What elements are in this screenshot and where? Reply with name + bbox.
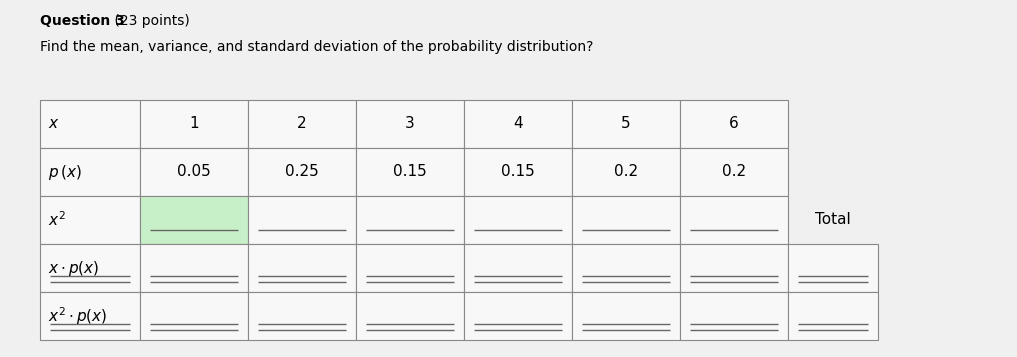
Bar — [40, 100, 140, 148]
Text: Total: Total — [815, 212, 851, 227]
Bar — [140, 196, 248, 244]
Text: 2: 2 — [297, 116, 307, 131]
Text: $x^2 \cdot p(x)$: $x^2 \cdot p(x)$ — [48, 305, 108, 327]
Bar — [140, 244, 248, 292]
Bar — [572, 148, 680, 196]
Bar — [140, 148, 248, 196]
Bar — [464, 148, 572, 196]
Text: 3: 3 — [405, 116, 415, 131]
Text: $x \cdot p(x)$: $x \cdot p(x)$ — [48, 258, 100, 277]
Text: 0.15: 0.15 — [501, 165, 535, 180]
Text: 0.2: 0.2 — [722, 165, 746, 180]
Bar — [356, 148, 464, 196]
Bar — [464, 292, 572, 340]
Bar — [680, 100, 788, 148]
Bar — [40, 244, 140, 292]
Text: 4: 4 — [514, 116, 523, 131]
Bar — [248, 148, 356, 196]
Bar — [248, 292, 356, 340]
Bar — [572, 196, 680, 244]
Text: 0.05: 0.05 — [177, 165, 211, 180]
Bar — [40, 196, 140, 244]
Bar — [140, 292, 248, 340]
Bar — [788, 292, 878, 340]
Bar — [680, 244, 788, 292]
Bar — [356, 196, 464, 244]
Bar — [40, 292, 140, 340]
Bar — [356, 244, 464, 292]
Text: 1: 1 — [189, 116, 198, 131]
Bar — [464, 196, 572, 244]
Text: 5: 5 — [621, 116, 631, 131]
Bar — [248, 244, 356, 292]
Bar — [356, 292, 464, 340]
Bar — [464, 244, 572, 292]
Bar — [680, 148, 788, 196]
Bar — [680, 292, 788, 340]
Bar — [40, 148, 140, 196]
Bar — [572, 244, 680, 292]
Text: $x$: $x$ — [48, 116, 60, 131]
Bar — [248, 196, 356, 244]
Bar — [464, 100, 572, 148]
Text: 0.25: 0.25 — [285, 165, 319, 180]
Bar — [680, 196, 788, 244]
Bar — [140, 100, 248, 148]
Text: (23 points): (23 points) — [110, 14, 190, 28]
Bar — [572, 292, 680, 340]
Bar — [356, 100, 464, 148]
Text: $p\,(x)$: $p\,(x)$ — [48, 162, 81, 181]
Text: 0.2: 0.2 — [614, 165, 638, 180]
Text: 0.15: 0.15 — [394, 165, 427, 180]
Text: Question 3: Question 3 — [40, 14, 125, 28]
Bar — [788, 244, 878, 292]
Text: 6: 6 — [729, 116, 739, 131]
Text: Find the mean, variance, and standard deviation of the probability distribution?: Find the mean, variance, and standard de… — [40, 40, 593, 54]
Bar — [248, 100, 356, 148]
Text: $x^2$: $x^2$ — [48, 211, 66, 229]
Bar — [572, 100, 680, 148]
